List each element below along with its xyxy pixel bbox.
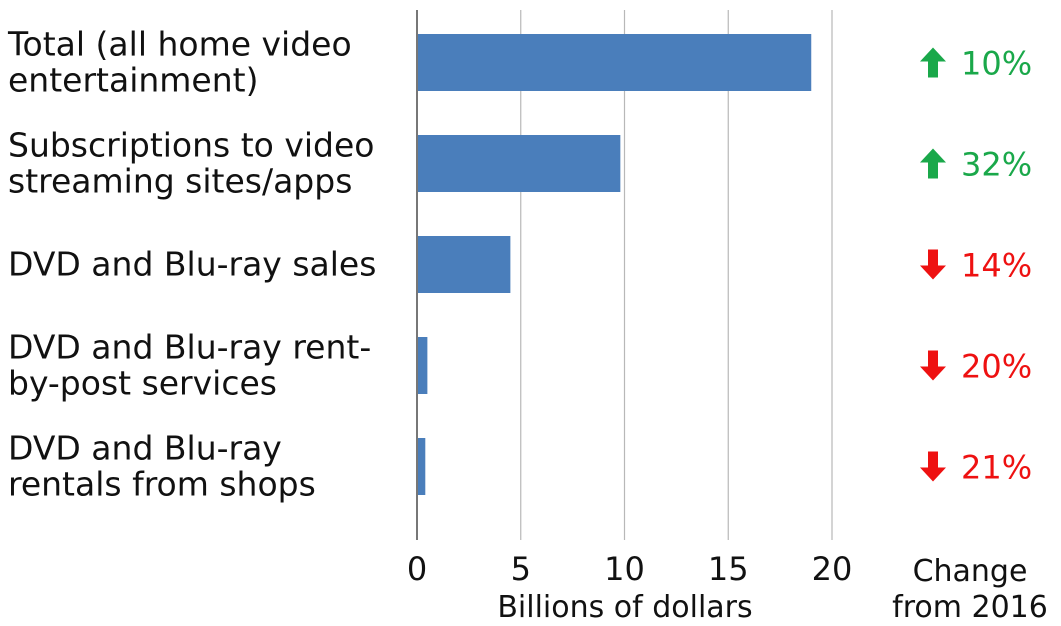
change-value: 10% — [961, 45, 1032, 83]
arrow-up-icon — [920, 148, 946, 179]
change-title-line-2: from 2016 — [892, 590, 1048, 625]
change-value: 21% — [961, 449, 1032, 487]
x-axis-title: Billions of dollars — [497, 590, 752, 625]
change-value: 20% — [961, 348, 1032, 386]
category-label: entertainment) — [8, 61, 258, 100]
bar — [418, 438, 426, 495]
category-label: streaming sites/apps — [8, 162, 352, 201]
change-value: 32% — [961, 146, 1032, 184]
arrow-down-icon — [920, 350, 946, 381]
x-tick-label: 5 — [511, 550, 531, 588]
category-label: Total (all home video — [7, 25, 352, 64]
x-tick-label: 0 — [407, 550, 427, 588]
category-label: Subscriptions to video — [8, 126, 374, 165]
category-label: rentals from shops — [8, 465, 316, 504]
bar — [418, 135, 621, 192]
grid-lines — [416, 10, 833, 540]
x-tick-label: 10 — [604, 550, 645, 588]
x-tick-labels: 0 5 10 15 20 — [407, 550, 853, 588]
arrow-down-icon — [920, 249, 946, 280]
arrow-down-icon — [920, 451, 946, 482]
category-label: DVD and Blu-ray rent- — [8, 328, 371, 367]
arrow-up-icon — [920, 47, 946, 78]
x-tick-label: 20 — [812, 550, 853, 588]
category-label: DVD and Blu-ray sales — [8, 245, 376, 284]
bar — [418, 337, 428, 394]
category-label: by-post services — [8, 364, 277, 403]
x-tick-label: 15 — [708, 550, 749, 588]
change-value: 14% — [961, 247, 1032, 285]
bar — [418, 236, 511, 293]
bars — [418, 34, 812, 495]
change-column: 10% 32% 14% 20% 21% — [920, 45, 1032, 487]
category-label: DVD and Blu-ray — [8, 429, 282, 468]
change-title-line-1: Change — [913, 554, 1028, 589]
bar — [418, 34, 812, 91]
